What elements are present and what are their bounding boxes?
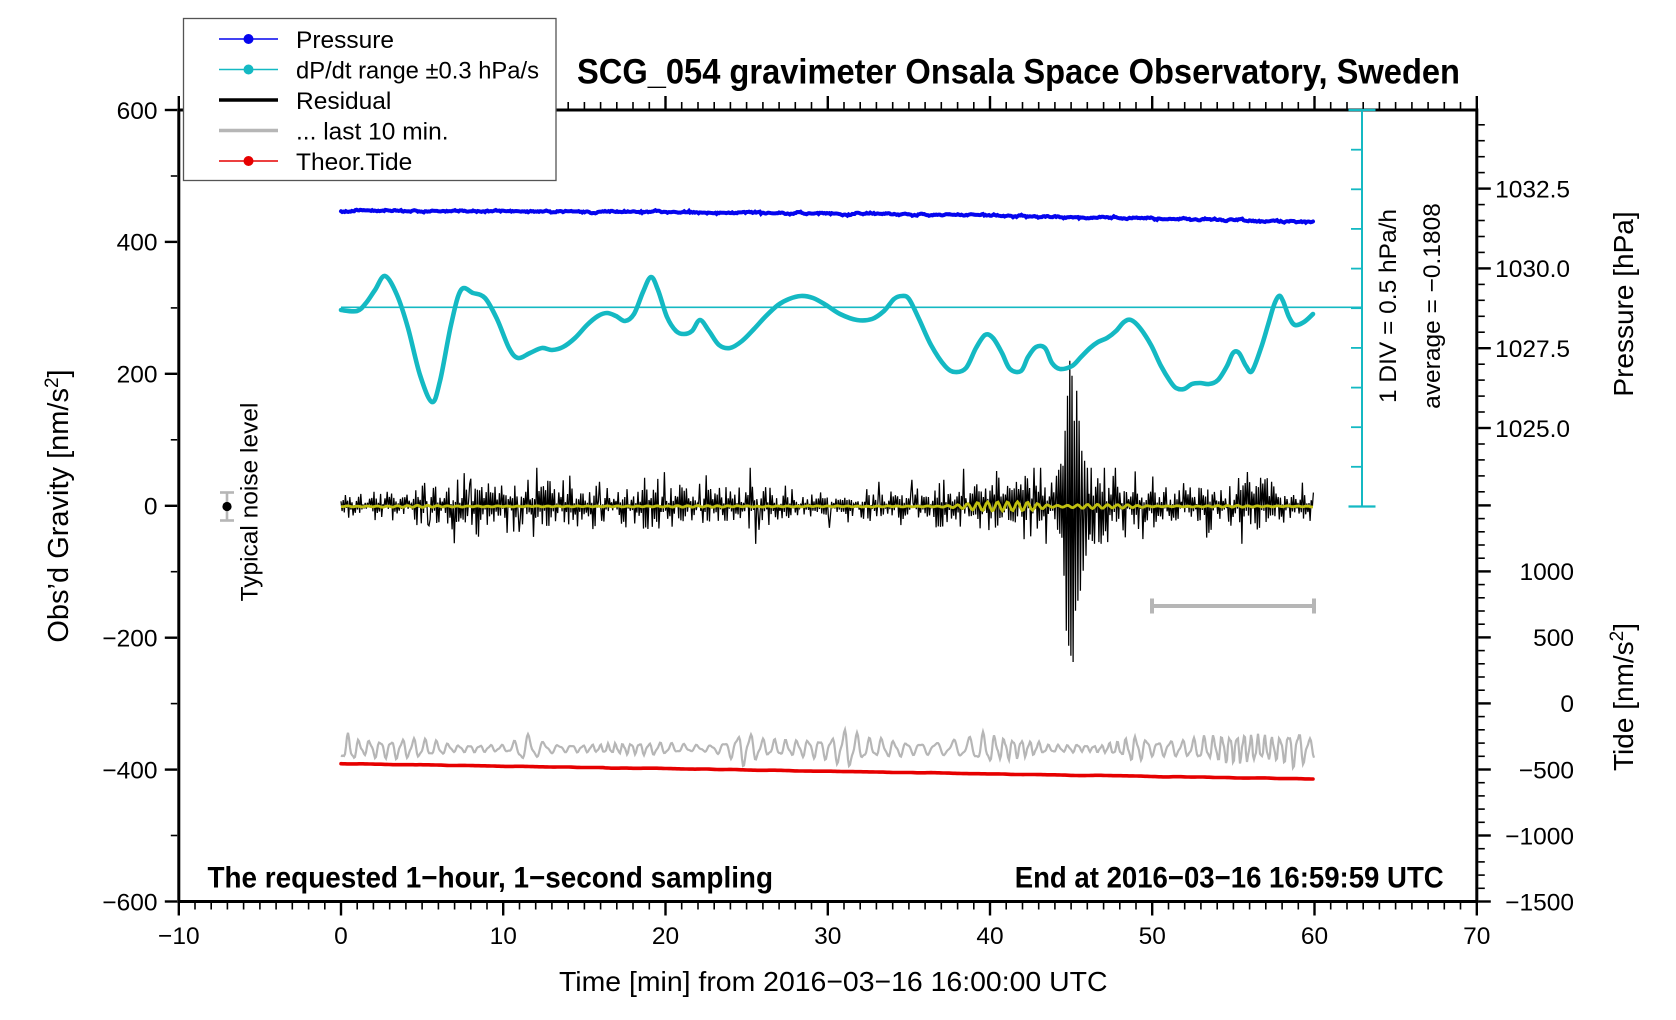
svg-text:Theor.Tide: Theor.Tide — [296, 149, 412, 176]
svg-text:SCG_054 gravimeter Onsala Spac: SCG_054 gravimeter Onsala Space Observat… — [577, 51, 1460, 91]
svg-text:50: 50 — [1139, 923, 1166, 950]
svg-text:Obs’d Gravity [nm/s2]: Obs’d Gravity [nm/s2] — [42, 369, 75, 642]
svg-text:1027.5: 1027.5 — [1495, 336, 1570, 363]
svg-text:60: 60 — [1301, 923, 1328, 950]
svg-text:dP/dt range ±0.3 hPa/s: dP/dt range ±0.3 hPa/s — [296, 58, 539, 85]
svg-text:average = −0.1808: average = −0.1808 — [1419, 203, 1446, 409]
svg-text:70: 70 — [1463, 923, 1490, 950]
svg-text:−1000: −1000 — [1505, 823, 1574, 850]
svg-text:−200: −200 — [102, 626, 157, 653]
svg-text:400: 400 — [117, 230, 158, 257]
svg-text:... last 10 min.: ... last 10 min. — [296, 119, 449, 146]
svg-text:1030.0: 1030.0 — [1495, 256, 1570, 283]
svg-text:600: 600 — [117, 98, 158, 125]
svg-text:Pressure [hPa]: Pressure [hPa] — [1608, 211, 1639, 396]
svg-text:1000: 1000 — [1519, 559, 1574, 586]
svg-text:1 DIV = 0.5 hPa/h: 1 DIV = 0.5 hPa/h — [1375, 209, 1402, 403]
svg-text:−10: −10 — [158, 923, 200, 950]
svg-text:20: 20 — [652, 923, 679, 950]
svg-text:Typical noise level: Typical noise level — [237, 403, 264, 602]
svg-text:1032.5: 1032.5 — [1495, 176, 1570, 203]
svg-text:−600: −600 — [102, 889, 157, 916]
svg-text:End at 2016−03−16 16:59:59 UTC: End at 2016−03−16 16:59:59 UTC — [1015, 862, 1444, 895]
svg-text:10: 10 — [490, 923, 517, 950]
svg-text:Time [min] from 2016−03−16 16:: Time [min] from 2016−03−16 16:00:00 UTC — [559, 966, 1108, 997]
svg-text:30: 30 — [814, 923, 841, 950]
svg-text:500: 500 — [1533, 625, 1574, 652]
svg-text:−500: −500 — [1519, 757, 1574, 784]
svg-text:Tide [nm/s2]: Tide [nm/s2] — [1607, 623, 1639, 771]
svg-text:200: 200 — [117, 362, 158, 389]
svg-text:0: 0 — [1560, 691, 1574, 718]
svg-text:1025.0: 1025.0 — [1495, 416, 1570, 443]
svg-text:Residual: Residual — [296, 88, 391, 115]
svg-text:0: 0 — [144, 494, 158, 521]
svg-text:Pressure: Pressure — [296, 27, 394, 54]
svg-text:40: 40 — [976, 923, 1003, 950]
svg-text:−1500: −1500 — [1505, 889, 1574, 916]
svg-text:0: 0 — [334, 923, 348, 950]
svg-text:The requested 1−hour, 1−second: The requested 1−hour, 1−second sampling — [208, 862, 774, 895]
svg-text:−400: −400 — [102, 757, 157, 784]
